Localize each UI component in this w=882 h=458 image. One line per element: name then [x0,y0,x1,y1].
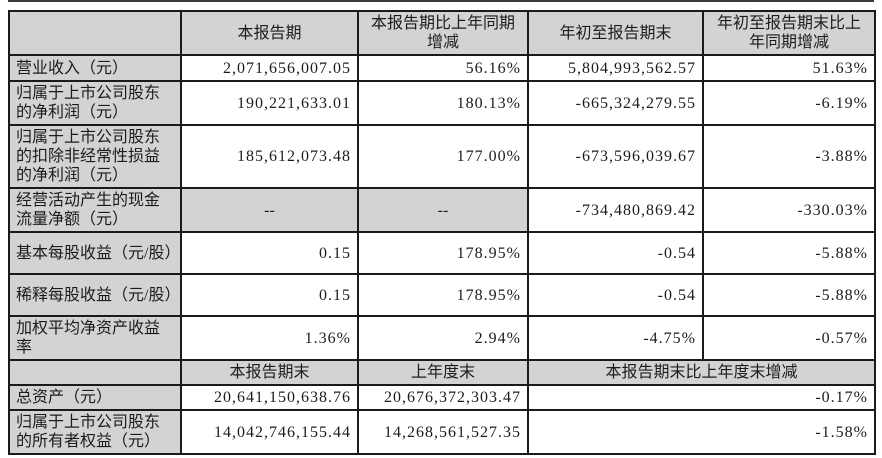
cell-current-period: 190,221,633.01 [180,80,359,126]
header-ytd-yoy-change: 年初至报告期末比上年同期增减 [702,10,876,56]
financial-summary-table: 本报告期 本报告期比上年同期增减 年初至报告期末 年初至报告期末比上年同期增减 … [8,10,876,455]
table-row-total-assets: 总资产（元） 20,641,150,638.76 20,676,372,303.… [8,384,876,411]
header-current-period: 本报告期 [180,10,359,56]
cell-yoy-change: 178.95% [357,231,529,275]
header-period-end: 本报告期末 [180,359,359,386]
cell-yoy-change: 178.95% [357,273,529,317]
cell-ytd-yoy-change: 51.63% [702,54,876,82]
cell-period-end-change: -1.58% [527,409,876,455]
cell-yoy-change: 177.00% [357,124,529,189]
row-label: 归属于上市公司股东的所有者权益（元） [8,409,182,455]
row-label: 归属于上市公司股东的净利润（元） [8,80,182,126]
cell-yoy-change: 2.94% [357,315,529,361]
cell-period-end: 20,641,150,638.76 [180,384,359,411]
header-ytd: 年初至报告期末 [527,10,704,56]
row-label: 经营活动产生的现金流量净额（元） [8,187,182,233]
cell-period-end-change: -0.17% [527,384,876,411]
cell-current-period: 0.15 [180,273,359,317]
table-row-basic-eps: 基本每股收益（元/股） 0.15 178.95% -0.54 -5.88% [8,231,876,275]
cell-ytd-yoy-change: -6.19% [702,80,876,126]
table-row-diluted-eps: 稀释每股收益（元/股） 0.15 178.95% -0.54 -5.88% [8,273,876,317]
header-yoy-change: 本报告期比上年同期增减 [357,10,529,56]
cell-ytd-yoy-change: -5.88% [702,273,876,317]
header-period-end-change: 本报告期末比上年度末增减 [527,359,876,386]
table-row-weighted-avg-roe: 加权平均净资产收益率 1.36% 2.94% -4.75% -0.57% [8,315,876,361]
cell-current-period: -- [180,187,359,233]
cell-period-end: 14,042,746,155.44 [180,409,359,455]
cell-yoy-change: 180.13% [357,80,529,126]
cell-prior-year-end: 20,676,372,303.47 [357,384,529,411]
cell-ytd-yoy-change: -3.88% [702,124,876,189]
row-label: 加权平均净资产收益率 [8,315,182,361]
table-row-net-profit-excl-nonrecurring: 归属于上市公司股东的扣除非经常性损益的净利润（元） 185,612,073.48… [8,124,876,189]
cell-ytd: -734,480,869.42 [527,187,704,233]
cell-current-period: 2,071,656,007.05 [180,54,359,82]
cell-yoy-change: 56.16% [357,54,529,82]
cell-ytd: -4.75% [527,315,704,361]
row-label: 总资产（元） [8,384,182,411]
cell-ytd-yoy-change: -330.03% [702,187,876,233]
cell-yoy-change: -- [357,187,529,233]
cell-ytd: 5,804,993,562.57 [527,54,704,82]
cell-ytd: -665,324,279.55 [527,80,704,126]
cell-ytd: -0.54 [527,231,704,275]
table-row-owners-equity: 归属于上市公司股东的所有者权益（元） 14,042,746,155.44 14,… [8,409,876,455]
cell-ytd-yoy-change: -5.88% [702,231,876,275]
cell-ytd: -673,596,039.67 [527,124,704,189]
cell-current-period: 1.36% [180,315,359,361]
row-label: 稀释每股收益（元/股） [8,273,182,317]
cell-current-period: 185,612,073.48 [180,124,359,189]
table-row-net-profit: 归属于上市公司股东的净利润（元） 190,221,633.01 180.13% … [8,80,876,126]
table-row-operating-cash-flow: 经营活动产生的现金流量净额（元） -- -- -734,480,869.42 -… [8,187,876,233]
row-label: 营业收入（元） [8,54,182,82]
page-top-rule [8,0,874,2]
table-row-revenue: 营业收入（元） 2,071,656,007.05 56.16% 5,804,99… [8,54,876,82]
cell-ytd: -0.54 [527,273,704,317]
row-label: 基本每股收益（元/股） [8,231,182,275]
row-label: 归属于上市公司股东的扣除非经常性损益的净利润（元） [8,124,182,189]
header-prior-year-end: 上年度末 [357,359,529,386]
header-empty-cell [8,10,182,56]
cell-current-period: 0.15 [180,231,359,275]
header-empty-cell [8,359,182,386]
table-header-row-2: 本报告期末 上年度末 本报告期末比上年度末增减 [8,359,876,386]
cell-ytd-yoy-change: -0.57% [702,315,876,361]
table-header-row-1: 本报告期 本报告期比上年同期增减 年初至报告期末 年初至报告期末比上年同期增减 [8,10,876,56]
cell-prior-year-end: 14,268,561,527.35 [357,409,529,455]
